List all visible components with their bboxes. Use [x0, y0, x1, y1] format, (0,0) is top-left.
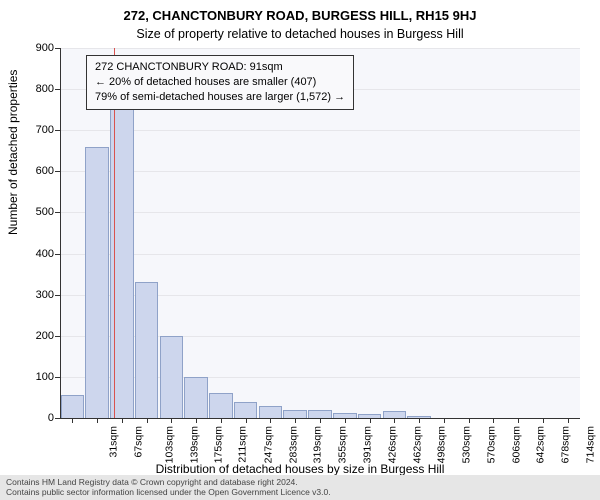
xtick-label: 426sqm [386, 426, 398, 463]
y-axis-label: Number of detached properties [6, 70, 20, 235]
gridline [60, 212, 580, 213]
ytick-label: 0 [20, 412, 54, 424]
chart-title-address: 272, CHANCTONBURY ROAD, BURGESS HILL, RH… [0, 0, 600, 23]
histogram-bar [184, 377, 208, 418]
histogram-bar [308, 410, 332, 418]
histogram-bar [209, 393, 233, 418]
ytick-label: 100 [20, 371, 54, 383]
x-axis-line [60, 418, 580, 419]
chart-title-sub: Size of property relative to detached ho… [0, 23, 600, 41]
histogram-bar [234, 402, 258, 418]
footer-line1: Contains HM Land Registry data © Crown c… [6, 477, 594, 488]
footer-attribution: Contains HM Land Registry data © Crown c… [0, 475, 600, 500]
ytick-label: 200 [20, 330, 54, 342]
xtick-label: 139sqm [188, 426, 200, 463]
ytick-label: 800 [20, 83, 54, 95]
ytick-label: 900 [20, 42, 54, 54]
chart-container: 272, CHANCTONBURY ROAD, BURGESS HILL, RH… [0, 0, 600, 500]
xtick-label: 175sqm [213, 426, 225, 463]
xtick-label: 283sqm [287, 426, 299, 463]
ytick-label: 400 [20, 248, 54, 260]
gridline [60, 130, 580, 131]
annotation-box: 272 CHANCTONBURY ROAD: 91sqm← 20% of det… [86, 55, 354, 110]
plot-area: 010020030040050060070080090031sqm67sqm10… [60, 48, 580, 418]
xtick-label: 67sqm [133, 426, 145, 458]
annotation-line1: 272 CHANCTONBURY ROAD: 91sqm [95, 60, 345, 75]
xtick-label: 462sqm [411, 426, 423, 463]
xtick-label: 319sqm [312, 426, 324, 463]
histogram-bar [61, 395, 85, 418]
annotation-line3: 79% of semi-detached houses are larger (… [95, 90, 345, 105]
xtick-label: 642sqm [535, 426, 547, 463]
histogram-bar [259, 406, 283, 418]
histogram-bar [85, 147, 109, 418]
xtick-label: 355sqm [337, 426, 349, 463]
xtick-label: 714sqm [584, 426, 596, 463]
ytick-label: 300 [20, 289, 54, 301]
y-axis-line [60, 48, 61, 418]
xtick-label: 570sqm [485, 426, 497, 463]
xtick-label: 391sqm [361, 426, 373, 463]
ytick-label: 700 [20, 124, 54, 136]
histogram-bar [383, 411, 407, 418]
ytick-label: 600 [20, 165, 54, 177]
xtick-label: 211sqm [237, 426, 249, 463]
gridline [60, 171, 580, 172]
xtick-label: 247sqm [262, 426, 274, 463]
gridline [60, 254, 580, 255]
xtick-label: 678sqm [559, 426, 571, 463]
gridline [60, 48, 580, 49]
xtick-label: 498sqm [436, 426, 448, 463]
annotation-line2: ← 20% of detached houses are smaller (40… [95, 75, 345, 90]
footer-line2: Contains public sector information licen… [6, 487, 594, 498]
xtick-label: 606sqm [510, 426, 522, 463]
histogram-bar [160, 336, 184, 418]
xtick-label: 530sqm [460, 426, 472, 463]
histogram-bar [283, 410, 307, 418]
histogram-bar [135, 282, 159, 418]
ytick-label: 500 [20, 206, 54, 218]
xtick-label: 31sqm [108, 426, 120, 458]
xtick-label: 103sqm [163, 426, 175, 463]
